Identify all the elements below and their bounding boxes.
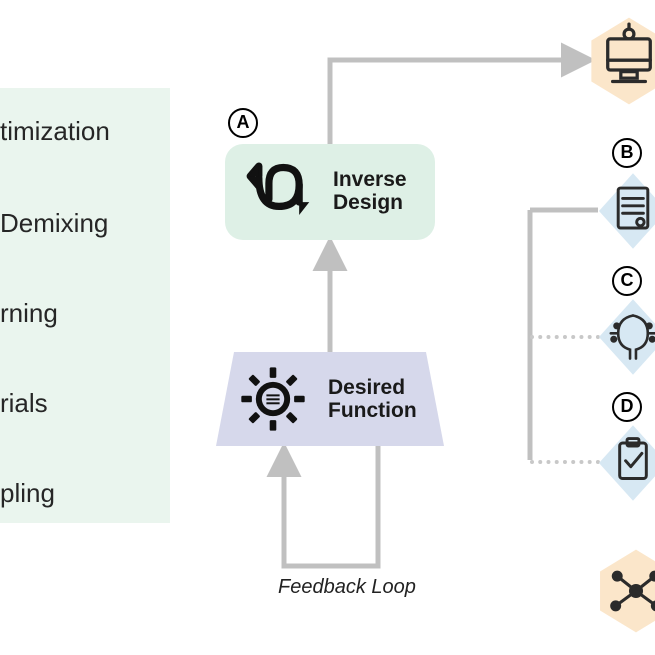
sidebar-item-4: pling (0, 478, 55, 509)
sidebar-item-2: rning (0, 298, 58, 329)
desired-l2: Function (328, 399, 417, 422)
inverse-design-icon (243, 156, 315, 228)
icon-bottom-network (596, 548, 655, 634)
sidebar-item-1: Demixing (0, 208, 108, 239)
badge-c: C (612, 266, 642, 296)
icon-b-document (596, 170, 655, 252)
inverse-design-label: Inverse Design (333, 168, 407, 214)
badge-b: B (612, 138, 642, 168)
desired-function-label: Desired Function (328, 376, 417, 422)
gear-icon (240, 366, 306, 432)
desired-l1: Desired (328, 376, 405, 399)
sidebar-item-0: timization (0, 116, 110, 147)
inverse-l2: Design (333, 191, 403, 214)
badge-a: A (228, 108, 258, 138)
node-desired-function: Desired Function (216, 352, 444, 446)
node-inverse-design: Inverse Design (225, 144, 435, 240)
badge-b-letter: B (612, 138, 642, 168)
dotted-to-c (530, 335, 600, 339)
sidebar-panel: timization Demixing rning rials pling (0, 88, 170, 523)
feedback-loop-label: Feedback Loop (278, 576, 416, 599)
icon-d-approve (596, 422, 655, 504)
icon-top-computer (588, 16, 655, 106)
dotted-to-d (530, 460, 600, 464)
badge-a-letter: A (228, 108, 258, 138)
badge-d: D (612, 392, 642, 422)
badge-c-letter: C (612, 266, 642, 296)
icon-c-ai (596, 296, 655, 378)
inverse-l1: Inverse (333, 168, 407, 191)
badge-d-letter: D (612, 392, 642, 422)
sidebar-item-3: rials (0, 388, 48, 419)
